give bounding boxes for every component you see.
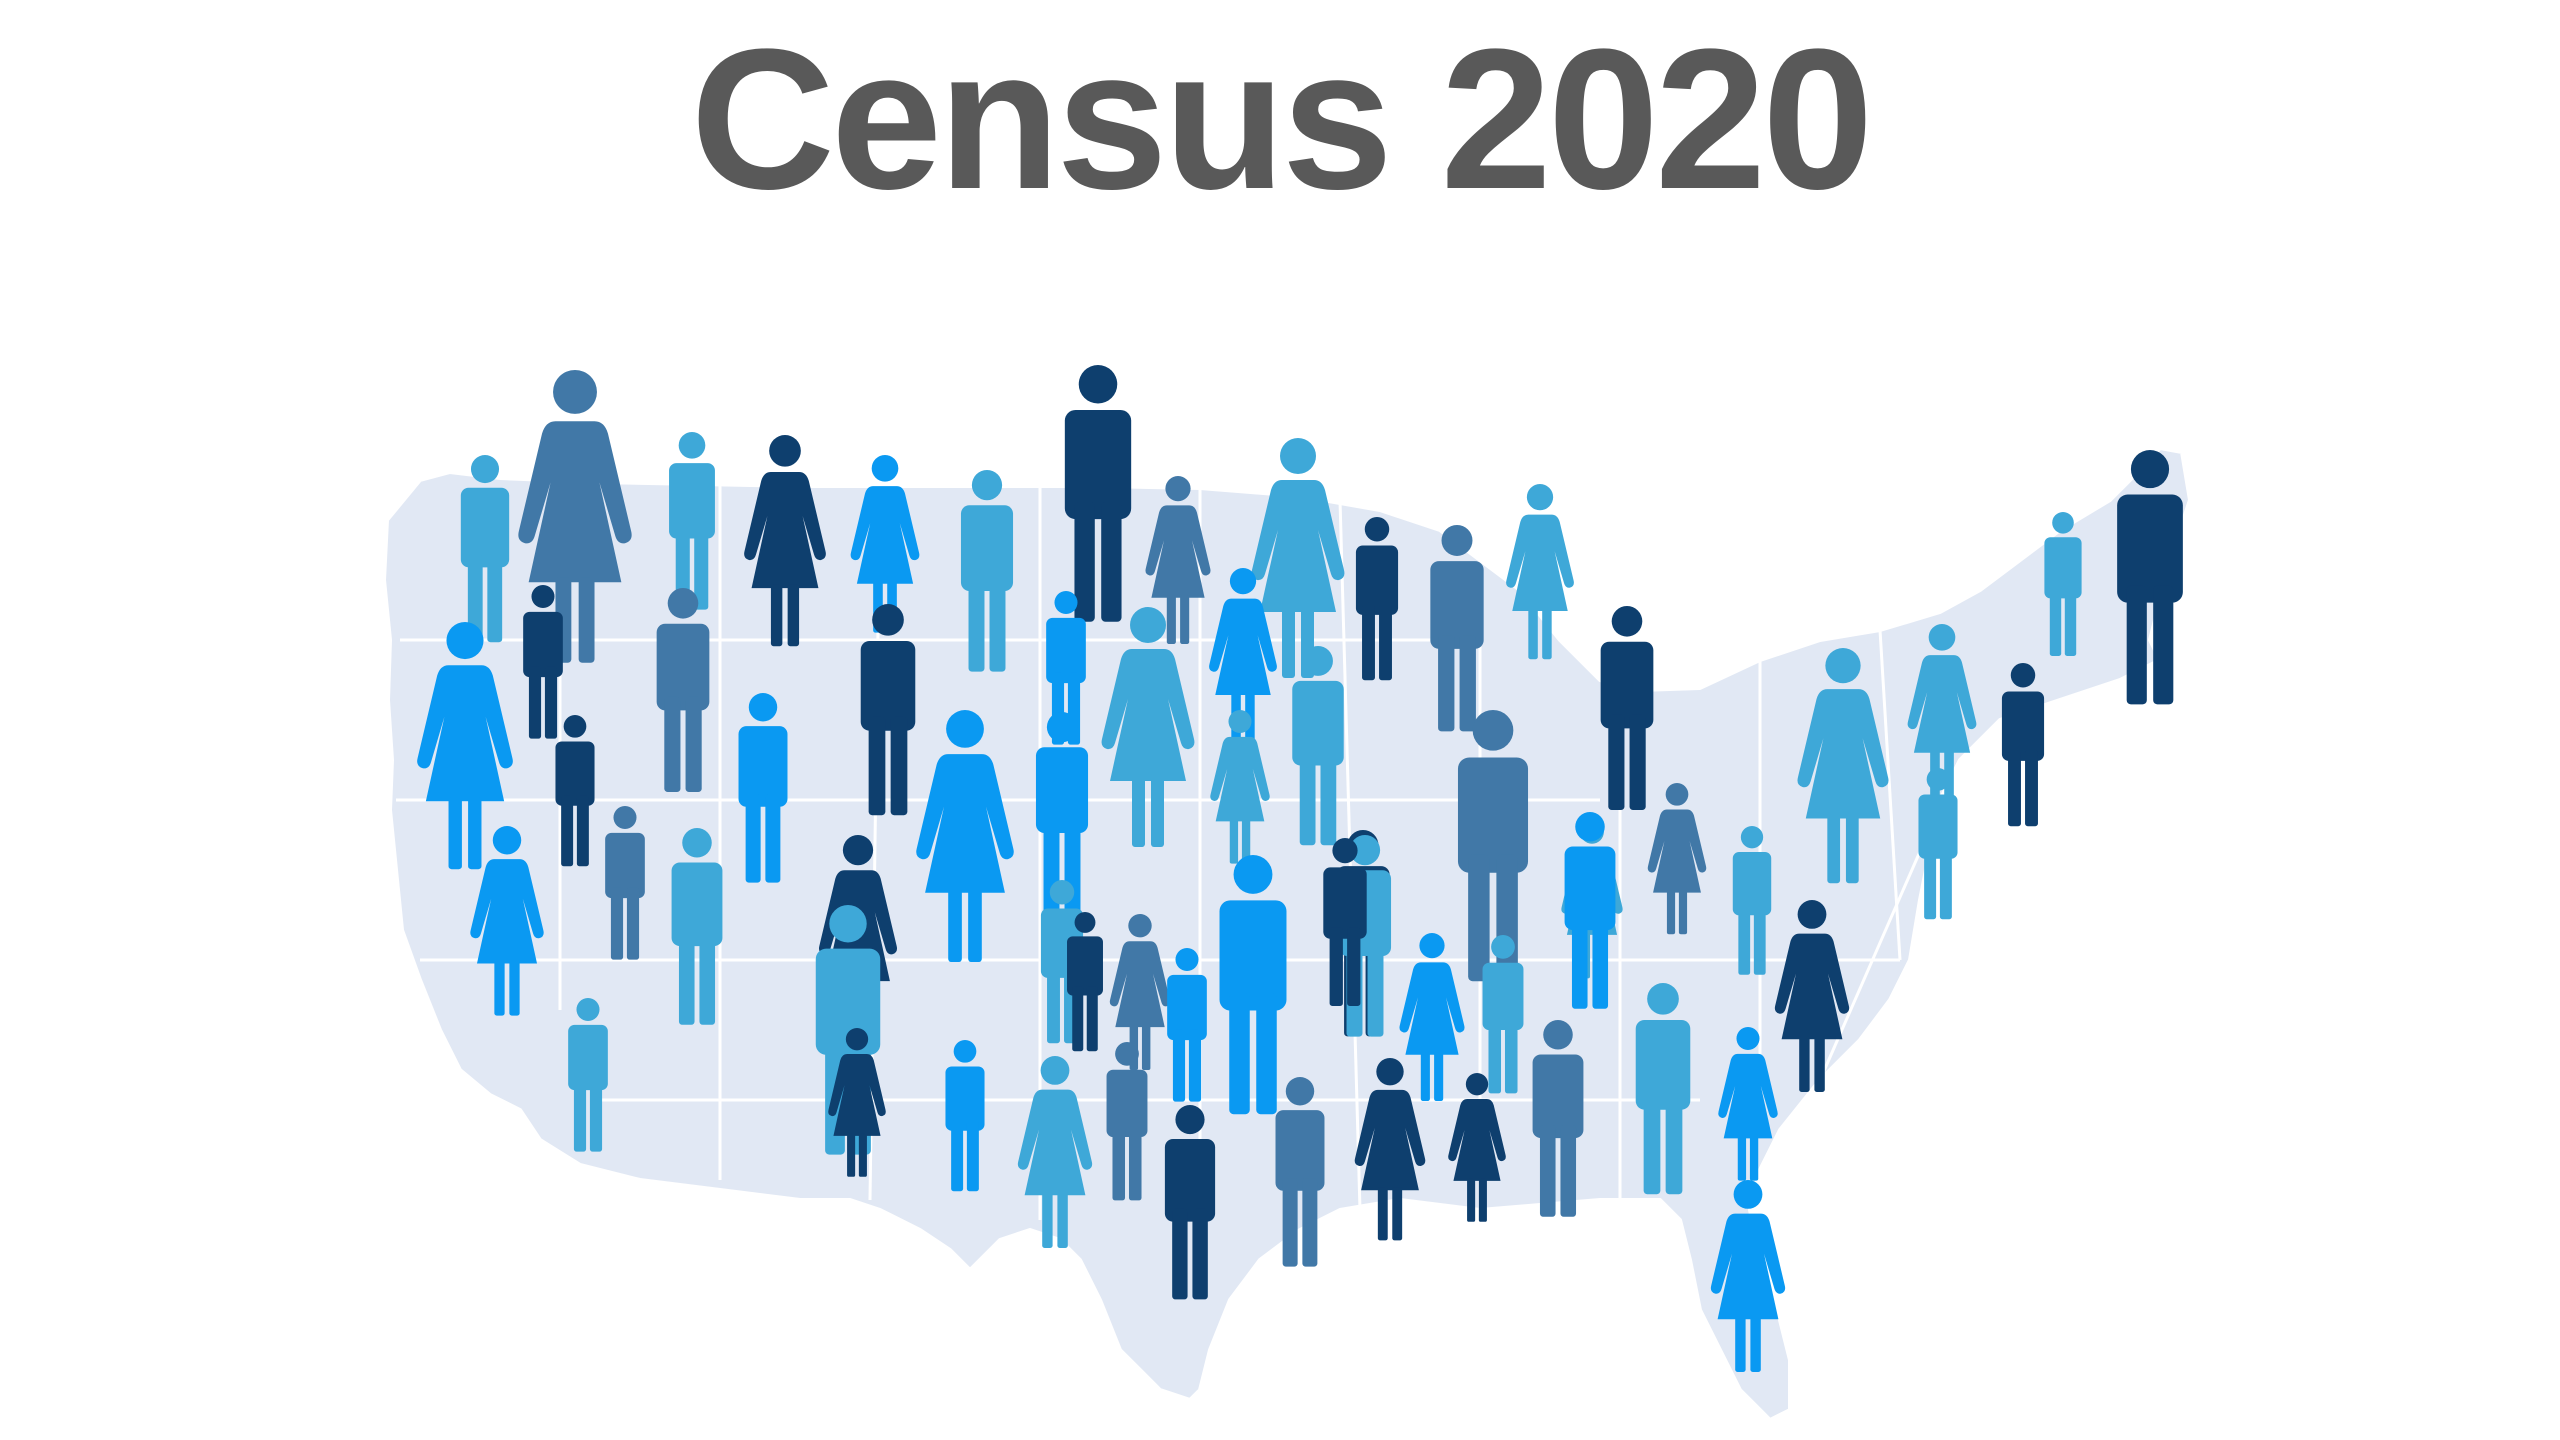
woman-icon (1354, 1058, 1426, 1241)
page-title: Census 2020 (690, 8, 1874, 231)
people-figures (417, 365, 2183, 1372)
woman-icon (1797, 648, 1889, 884)
woman-icon (1017, 1056, 1093, 1248)
man-icon (945, 1040, 985, 1192)
man-icon (1918, 768, 1958, 920)
woman-icon (1251, 438, 1345, 678)
woman-icon (1448, 1073, 1506, 1222)
man-icon (1164, 1105, 1216, 1300)
man-icon (671, 828, 723, 1025)
man-icon (1564, 812, 1616, 1009)
woman-icon (518, 370, 632, 663)
man-icon (1106, 1042, 1148, 1201)
man-icon (2001, 663, 2045, 827)
man-icon (1167, 948, 1207, 1102)
man-icon (960, 470, 1014, 672)
man-icon (860, 604, 916, 816)
man-icon (1430, 525, 1484, 732)
man-icon (555, 715, 595, 867)
man-icon (1292, 646, 1344, 846)
man-icon (738, 693, 788, 883)
woman-icon (1710, 1180, 1786, 1372)
man-icon (656, 588, 710, 792)
man-icon (523, 585, 563, 739)
man-icon (460, 455, 510, 643)
woman-icon (1647, 783, 1707, 935)
woman-icon (916, 710, 1014, 962)
man-icon (1035, 712, 1089, 914)
woman-icon (828, 1028, 886, 1177)
woman-icon (1399, 933, 1465, 1101)
woman-icon (417, 622, 513, 870)
man-icon (1482, 935, 1524, 1094)
man-icon (568, 998, 608, 1152)
man-icon (1067, 912, 1103, 1052)
woman-icon (1506, 484, 1574, 660)
man-icon (1600, 606, 1654, 810)
man-icon (1219, 855, 1287, 1115)
woman-icon (1210, 710, 1270, 864)
man-icon (1064, 365, 1132, 622)
man-icon (1275, 1077, 1325, 1267)
woman-icon (1718, 1027, 1778, 1181)
man-icon (1532, 1020, 1584, 1217)
woman-icon (1774, 900, 1850, 1092)
man-icon (1732, 826, 1772, 975)
man-icon (1323, 838, 1367, 1006)
man-icon (605, 806, 645, 960)
man-icon (2117, 450, 2183, 705)
man-icon (1355, 517, 1399, 681)
woman-icon (1101, 607, 1195, 847)
woman-icon (1145, 476, 1211, 644)
woman-icon (744, 435, 826, 647)
man-icon (1635, 983, 1691, 1195)
man-icon (2044, 512, 2082, 656)
woman-icon (470, 826, 544, 1016)
